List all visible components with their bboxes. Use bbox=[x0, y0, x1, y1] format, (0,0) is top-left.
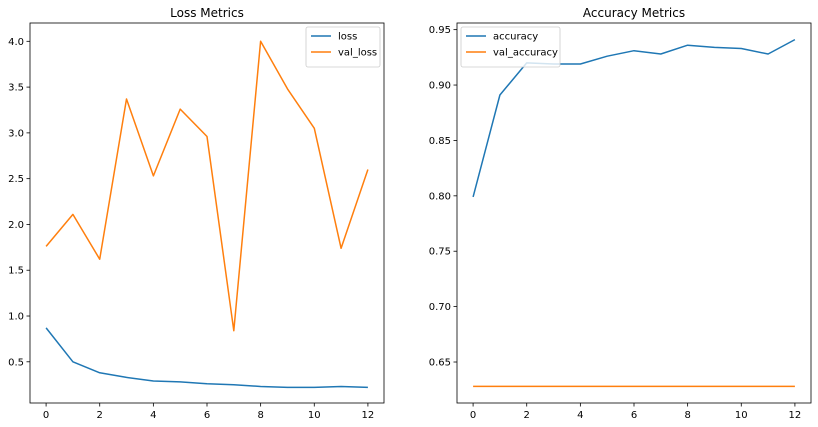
x-tick-label: 10 bbox=[735, 410, 748, 421]
y-tick-label: 0.75 bbox=[429, 247, 451, 258]
y-tick-label: 2.5 bbox=[8, 174, 24, 185]
y-tick-label: 0.85 bbox=[429, 136, 451, 147]
loss-metrics-chart: Loss Metrics 0 2 4 6 8 10 12 0.5 1.0 1.5 2.0 2.5 3.0… bbox=[8, 6, 385, 421]
x-tick-label: 4 bbox=[577, 410, 583, 421]
x-tick-label: 6 bbox=[631, 410, 637, 421]
legend-label: val_accuracy bbox=[493, 48, 558, 59]
x-tick-label: 2 bbox=[524, 410, 530, 421]
y-tick-label: 0.95 bbox=[429, 25, 451, 36]
y-tick-label: 2.0 bbox=[8, 220, 24, 231]
plot-frame bbox=[456, 22, 812, 404]
y-tick-label: 4.0 bbox=[8, 37, 24, 48]
legend: loss val_loss bbox=[305, 26, 381, 68]
legend-label: val_loss bbox=[338, 48, 377, 59]
x-tick-label: 0 bbox=[43, 410, 49, 421]
x-tick-label: 0 bbox=[470, 410, 476, 421]
x-tick-label: 2 bbox=[97, 410, 103, 421]
series-line-loss bbox=[45, 327, 368, 389]
y-tick-label: 0.90 bbox=[429, 81, 451, 92]
x-tick-label: 12 bbox=[362, 410, 375, 421]
series-line-val-loss bbox=[45, 40, 369, 332]
y-tick-label: 1.0 bbox=[8, 312, 24, 323]
y-tick-label: 3.5 bbox=[8, 83, 24, 94]
legend-box bbox=[305, 26, 381, 68]
legend-label: loss bbox=[338, 32, 357, 43]
chart-title: Loss Metrics bbox=[170, 6, 244, 20]
y-tick-label: 1.5 bbox=[8, 266, 24, 277]
y-tick-label: 0.65 bbox=[429, 358, 451, 369]
y-tick-label: 3.0 bbox=[8, 128, 24, 139]
accuracy-metrics-chart: Accuracy Metrics 0 2 4 6 8 10 12 0.65 0.70 0.75 0.… bbox=[429, 6, 812, 421]
legend-box bbox=[460, 26, 561, 68]
legend-label: accuracy bbox=[493, 32, 538, 43]
chart-title: Accuracy Metrics bbox=[583, 6, 685, 20]
plot-frame bbox=[29, 22, 385, 404]
x-tick-label: 12 bbox=[789, 410, 802, 421]
x-tick-label: 8 bbox=[257, 410, 263, 421]
y-tick-label: 0.80 bbox=[429, 191, 451, 202]
y-tick-label: 0.5 bbox=[8, 357, 24, 368]
x-tick-label: 6 bbox=[204, 410, 210, 421]
x-tick-label: 8 bbox=[684, 410, 690, 421]
legend: accuracy val_accuracy bbox=[460, 26, 561, 68]
x-tick-label: 10 bbox=[308, 410, 321, 421]
y-tick-label: 0.70 bbox=[429, 302, 451, 313]
x-tick-label: 4 bbox=[150, 410, 156, 421]
